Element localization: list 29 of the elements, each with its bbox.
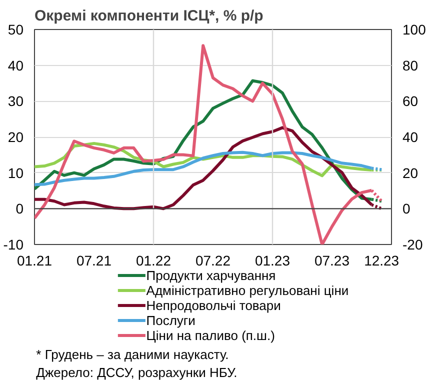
y2-tick-label: 20 — [402, 164, 418, 181]
x-tick-label: 07.23 — [314, 252, 350, 268]
y-tick-label: 10 — [8, 164, 24, 181]
y2-tick-label: 60 — [402, 93, 418, 110]
y-tick-label: -10 — [3, 236, 24, 252]
legend-label: Продукти харчування — [146, 268, 276, 283]
legend-label: Ціни на паливо (п.ш.) — [146, 328, 275, 343]
y2-tick-label: 40 — [402, 129, 418, 145]
x-tick-label: 01.21 — [16, 252, 52, 268]
y2-tick-label: -20 — [402, 236, 423, 252]
text: * Грудень – за даними наукасту. — [36, 347, 229, 362]
y-tick-label: 20 — [8, 129, 24, 145]
legend-label: Непродовольчі товари — [146, 298, 281, 313]
y2-tick-label: 100 — [402, 22, 426, 38]
y2-tick-label: 0 — [402, 200, 410, 217]
chart-title: Окремі компоненти ІСЦ*, % р/р — [34, 8, 264, 24]
y-tick-label: 40 — [8, 57, 24, 74]
x-tick-label: 07.21 — [76, 252, 112, 268]
y-tick-label: 30 — [8, 93, 24, 110]
legend-label: Послуги — [146, 313, 196, 328]
y2-tick-label: 80 — [402, 57, 418, 74]
x-tick-label: 12.23 — [364, 252, 400, 268]
x-tick-label: 07.22 — [195, 252, 231, 268]
y-tick-label: 0 — [16, 200, 24, 217]
text: Джерело: ДССУ, розрахунки НБУ. — [36, 365, 238, 380]
x-tick-label: 01.23 — [254, 252, 290, 268]
legend-label: Адміністративно регульовані ціни — [146, 283, 349, 298]
x-tick-label: 01.22 — [136, 252, 172, 268]
y-tick-label: 50 — [8, 22, 24, 38]
